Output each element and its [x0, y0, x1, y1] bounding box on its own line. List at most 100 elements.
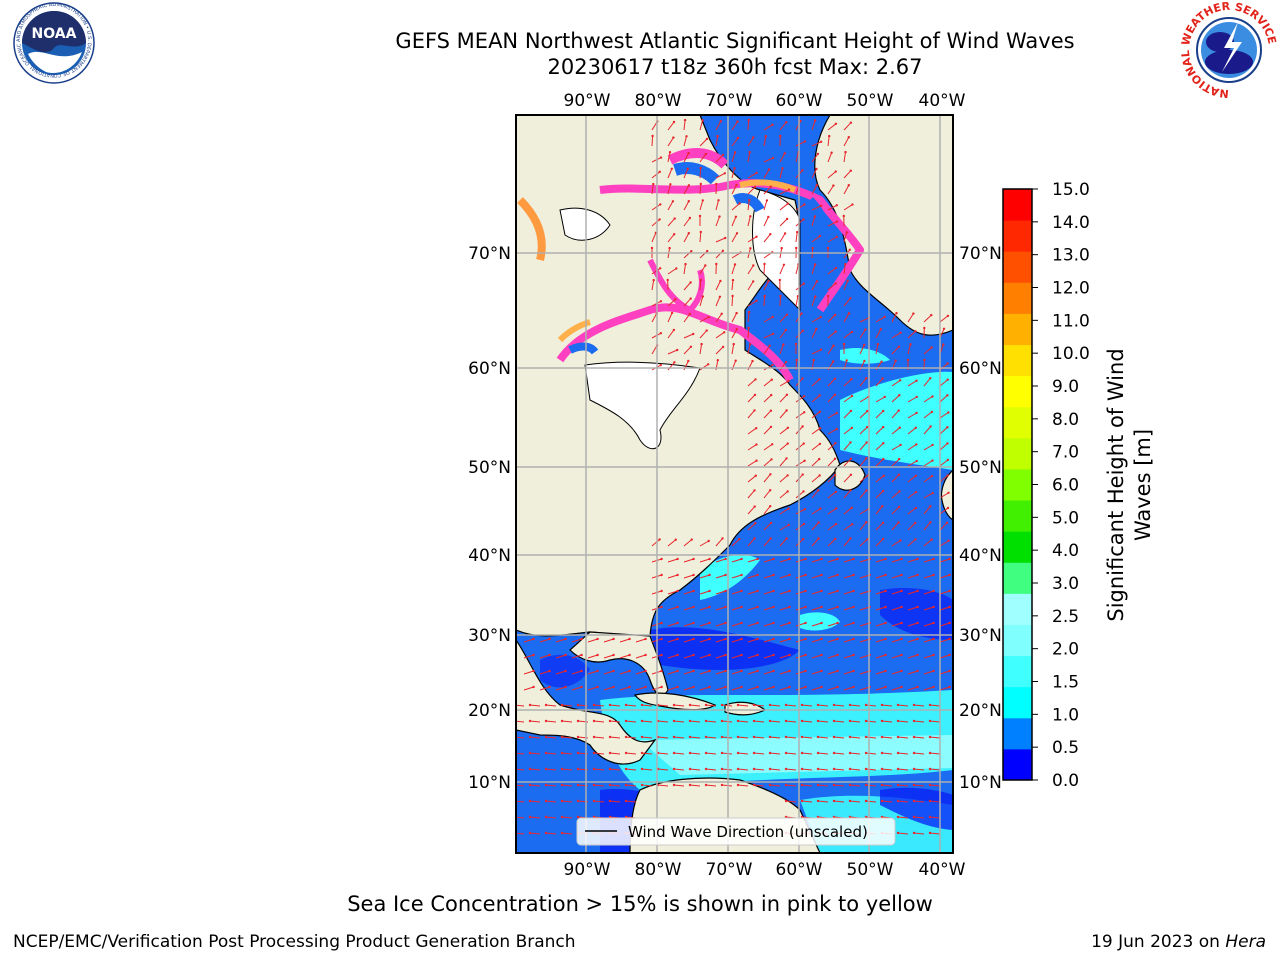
wave-direction-arrowhead: [707, 363, 710, 366]
wave-direction-arrow: [625, 800, 637, 803]
wave-direction-arrow: [779, 574, 790, 579]
wave-direction-arrow: [811, 316, 821, 323]
wave-direction-arrow: [715, 154, 724, 163]
wave-direction-arrow: [811, 349, 822, 355]
wave-direction-arrowhead: [659, 203, 662, 206]
wave-direction-arrowhead: [658, 218, 661, 221]
wave-direction-arrowhead: [513, 800, 515, 802]
wave-direction-arrowhead: [912, 815, 916, 819]
wave-direction-arrow: [635, 686, 646, 691]
wave-direction-arrow: [721, 768, 733, 771]
wave-direction-arrow: [907, 539, 916, 547]
wave-direction-arrowhead: [912, 799, 916, 803]
lon-label: 80°W: [635, 91, 682, 111]
wave-direction-arrowhead: [708, 557, 711, 561]
wave-direction-arrow: [779, 670, 790, 675]
wave-direction-arrowhead: [946, 474, 949, 477]
wave-direction-arrowhead: [612, 637, 615, 641]
wave-direction-arrow: [811, 522, 820, 531]
wave-direction-arrow: [843, 507, 853, 515]
wave-direction-arrowhead: [835, 427, 838, 431]
wave-direction-arrowhead: [769, 233, 772, 236]
wave-direction-arrow: [811, 141, 822, 147]
wave-direction-arrow: [683, 217, 691, 227]
wave-direction-arrowhead: [721, 153, 725, 157]
wave-direction-arrow: [881, 720, 893, 723]
wave-direction-arrowhead: [900, 589, 903, 593]
wave-direction-arrow: [689, 736, 701, 739]
wave-direction-arrowhead: [753, 505, 756, 508]
wave-direction-arrow: [683, 333, 694, 339]
wave-direction-arrowhead: [816, 719, 820, 723]
wave-direction-arrow: [913, 832, 925, 835]
wave-direction-arrow: [667, 654, 678, 659]
wave-direction-arrow: [747, 394, 756, 403]
wave-direction-arrowhead: [624, 719, 628, 723]
wave-direction-arrow: [827, 491, 837, 499]
wave-direction-arrow: [801, 704, 813, 707]
wave-direction-arrowhead: [592, 719, 596, 723]
wave-direction-arrow: [939, 315, 949, 323]
wave-direction-arrowhead: [852, 669, 855, 673]
wave-direction-arrowhead: [833, 377, 837, 380]
wave-direction-arrowhead: [768, 751, 772, 755]
wave-direction-arrow: [561, 800, 573, 803]
wave-direction-arrow: [881, 752, 893, 755]
wave-direction-arrow: [843, 395, 853, 403]
wave-direction-arrow: [747, 444, 757, 451]
wave-direction-arrow: [529, 704, 541, 707]
wave-direction-arrow: [641, 736, 653, 739]
wave-direction-arrow: [779, 427, 789, 435]
wave-direction-arrowhead: [802, 442, 805, 445]
wave-direction-arrow: [859, 442, 867, 451]
wave-direction-arrowhead: [946, 426, 949, 429]
wave-direction-arrowhead: [880, 783, 884, 787]
wave-direction-arrow: [923, 574, 934, 579]
wave-direction-arrow: [897, 720, 909, 723]
wave-direction-arrow: [811, 590, 822, 595]
wave-direction-arrow: [939, 522, 948, 531]
wave-direction-arrowhead: [928, 783, 932, 787]
wave-direction-arrow: [561, 752, 573, 755]
wave-direction-arrow: [939, 507, 949, 515]
wave-direction-arrowhead: [756, 637, 759, 641]
wave-direction-arrowhead: [900, 669, 903, 673]
wave-direction-arrow: [795, 152, 799, 163]
wave-direction-arrow: [747, 506, 756, 515]
wave-direction-arrowhead: [900, 573, 903, 577]
wave-direction-arrow: [731, 184, 737, 195]
wave-direction-arrowhead: [946, 506, 950, 510]
wave-direction-arrowhead: [801, 377, 804, 380]
wave-direction-arrowhead: [752, 280, 755, 283]
wave-direction-arrowhead: [800, 751, 804, 755]
wave-direction-arrow: [609, 800, 621, 803]
wave-direction-arrow: [779, 295, 781, 307]
wave-direction-arrow: [843, 638, 854, 643]
wave-direction-arrow: [779, 475, 788, 483]
wave-direction-arrowhead: [899, 331, 902, 334]
wave-direction-arrow: [907, 330, 916, 339]
wave-direction-arrow: [529, 816, 541, 819]
wave-direction-arrowhead: [560, 767, 564, 771]
wave-direction-arrow: [641, 704, 653, 707]
wave-direction-arrowhead: [784, 328, 788, 332]
wave-direction-arrow: [673, 704, 685, 707]
wave-direction-arrowhead: [817, 489, 820, 492]
wave-direction-arrowhead: [624, 799, 628, 803]
wave-direction-arrowhead: [752, 136, 755, 139]
wave-direction-arrowhead: [756, 621, 759, 625]
wave-direction-arrowhead: [672, 783, 676, 787]
wave-direction-arrow: [731, 590, 742, 595]
lat-label: 20°N: [468, 701, 511, 721]
wave-direction-arrowhead: [819, 315, 822, 319]
wave-direction-arrow: [891, 444, 901, 451]
wave-direction-arrow: [827, 123, 837, 131]
wave-direction-arrow: [865, 752, 877, 755]
wave-direction-arrow: [827, 558, 838, 563]
wave-direction-arrowhead: [864, 767, 868, 771]
wave-direction-arrow: [811, 443, 821, 451]
wave-direction-arrowhead: [560, 719, 564, 723]
wave-direction-arrowhead: [596, 653, 599, 657]
wave-direction-arrow: [811, 120, 816, 131]
wave-direction-arrowhead: [736, 719, 740, 723]
